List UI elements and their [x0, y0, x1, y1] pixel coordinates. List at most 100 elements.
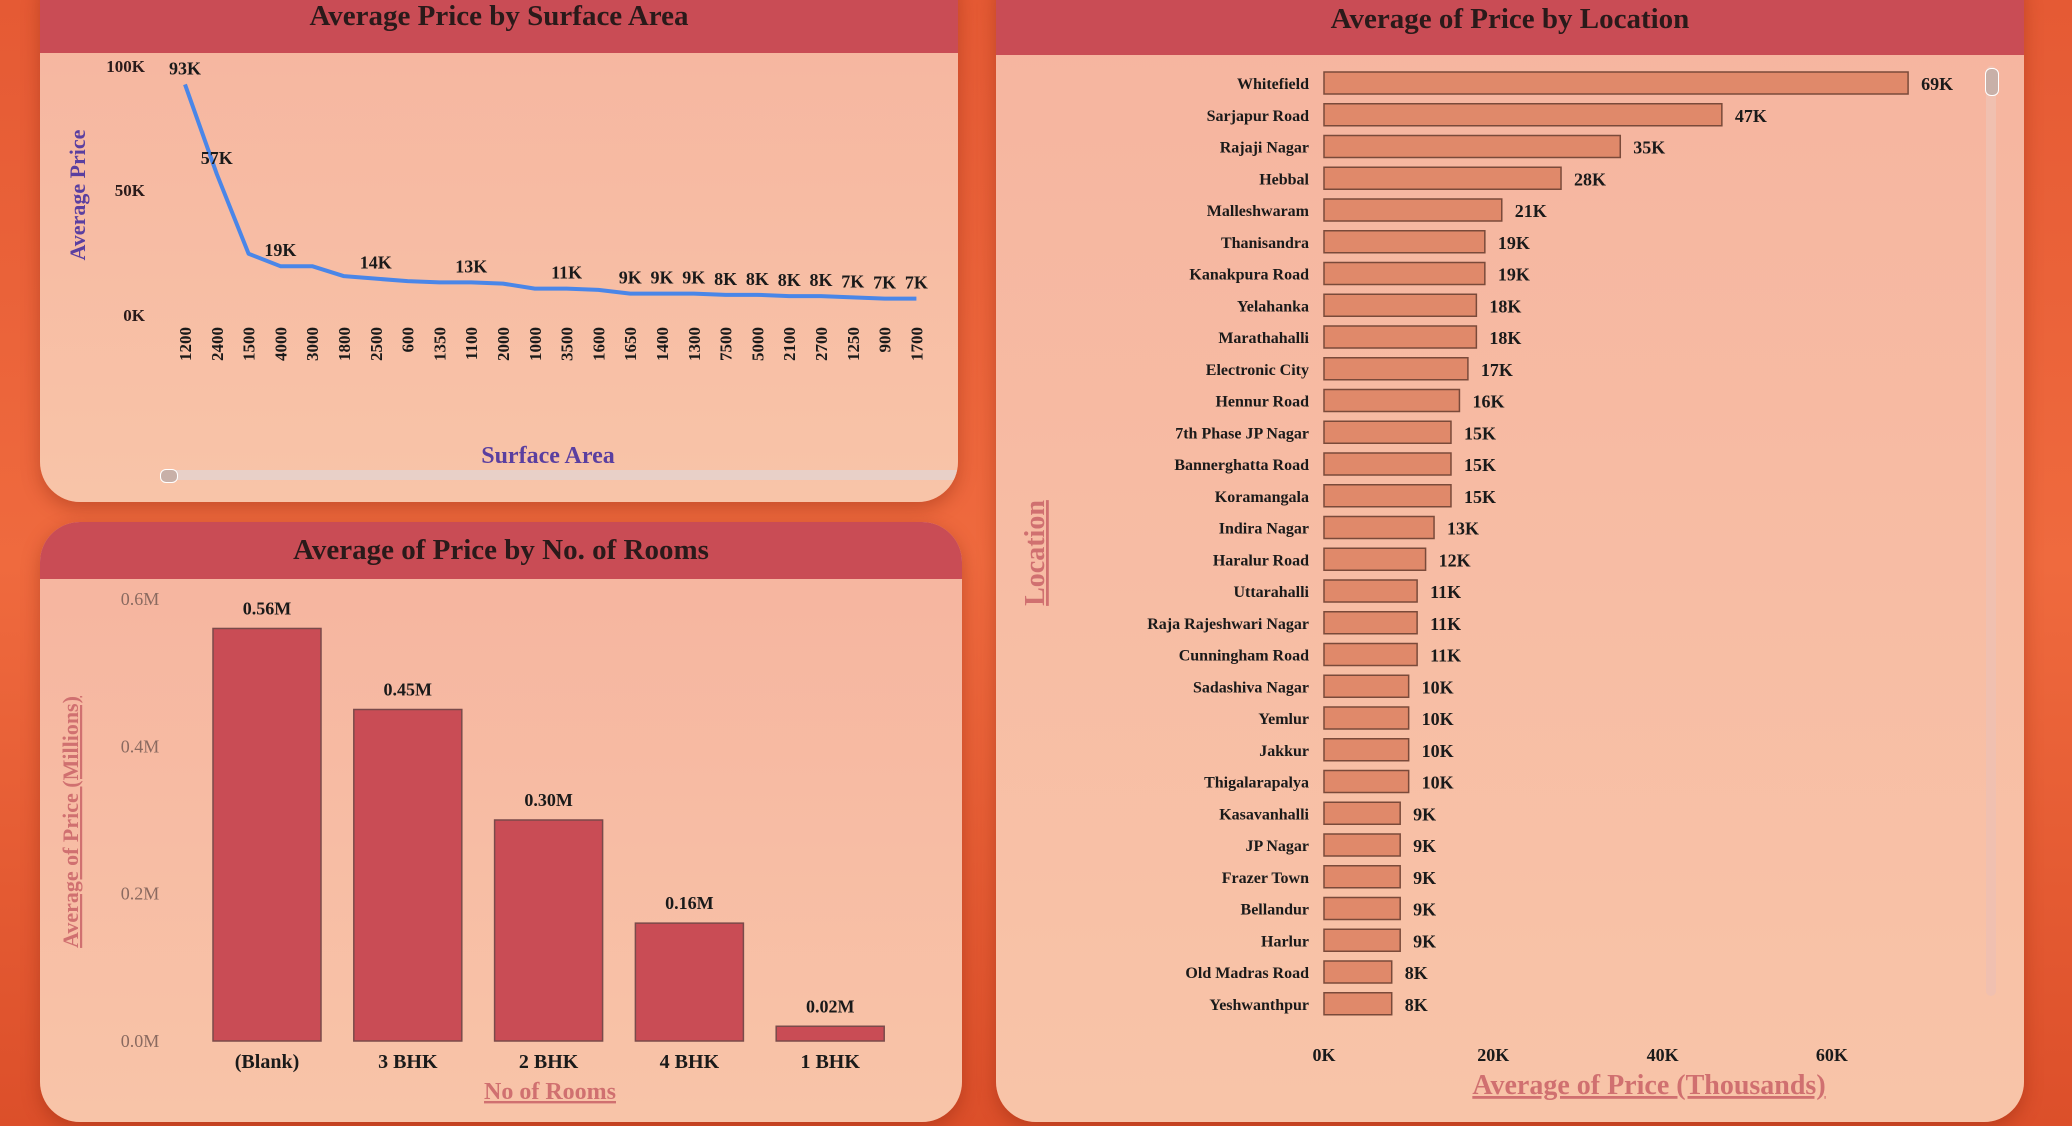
data-label: 17K [1481, 360, 1513, 380]
y-tick-label: Yemlur [1258, 711, 1309, 728]
bar [1323, 325, 1478, 349]
data-label: 10K [1422, 741, 1454, 761]
data-label: 8K [714, 269, 737, 289]
x-axis-label: Average of Price (Thousands) [1472, 1070, 1825, 1101]
x-tick-label: 600 [399, 327, 418, 353]
data-label: 28K [1574, 169, 1606, 189]
bar [1323, 642, 1418, 667]
data-label: 9K [1413, 804, 1436, 824]
y-tick-label: Yeshwanthpur [1209, 997, 1309, 1014]
data-label: 8K [809, 270, 832, 290]
y-tick-label: Raja Rajeshwari Nagar [1147, 616, 1309, 633]
bar [1323, 674, 1410, 698]
bar [1323, 230, 1486, 254]
surface-scrollbar-handle[interactable] [160, 469, 178, 483]
y-tick-label: 50K [115, 181, 146, 200]
y-tick-label: Thigalarapalya [1204, 775, 1309, 792]
y-tick-label: Hebbal [1259, 171, 1309, 188]
bar [775, 1025, 885, 1042]
location-scrollbar[interactable] [1986, 66, 1996, 996]
x-axis-label: No of Rooms [484, 1079, 616, 1105]
y-tick-label: 0.4M [121, 736, 160, 756]
bar [1323, 706, 1410, 730]
y-tick-label: Bellandur [1241, 902, 1309, 919]
y-tick-label: JP Nagar [1245, 838, 1309, 855]
y-tick-label: Electronic City [1206, 362, 1309, 379]
bar [1323, 515, 1435, 540]
data-label: 13K [455, 256, 487, 276]
y-tick-label: Indira Nagar [1219, 521, 1309, 538]
data-label: 57K [201, 148, 233, 168]
bar [1323, 611, 1418, 635]
data-label: 10K [1422, 677, 1454, 697]
x-tick-label: (Blank) [235, 1051, 299, 1073]
x-tick-label: 7500 [717, 327, 736, 361]
y-tick-label: 0.2M [121, 884, 160, 904]
y-axis-label: Average Price [65, 129, 90, 260]
data-label: 11K [1430, 614, 1461, 634]
data-label: 19K [264, 240, 296, 260]
y-tick-label: 0.0M [121, 1031, 160, 1051]
data-label: 0.16M [665, 893, 714, 913]
data-label: 8K [1405, 995, 1428, 1015]
data-label: 0.45M [384, 680, 433, 700]
bar [1323, 452, 1452, 476]
y-tick-label: Bannerghatta Road [1174, 457, 1309, 474]
bar [1323, 738, 1410, 762]
bar [1323, 992, 1393, 1016]
y-tick-label: Thanisandra [1221, 235, 1309, 252]
bar [1323, 357, 1469, 381]
rooms-chart: 0.6M 0.4M 0.2M 0.0M Average of Price (Millio… [58, 589, 885, 1105]
location-chart: 0K 20K 40K 60K Average of Price (Thousands) L… [1020, 71, 1953, 1101]
bar [1323, 484, 1452, 508]
bar [1323, 960, 1393, 984]
y-tick-label: 0K [123, 306, 146, 325]
x-tick-label: 0K [1312, 1045, 1335, 1065]
y-tick-label: Marathahalli [1218, 330, 1309, 347]
y-tick-label: Old Madras Road [1185, 965, 1309, 982]
y-tick-label: Whitefield [1237, 76, 1309, 93]
data-label: 18K [1489, 296, 1521, 316]
x-tick-label: 1300 [685, 327, 704, 361]
location-scrollbar-handle[interactable] [1985, 68, 1999, 96]
surface-area-chart: 100K 50K 0K Average Price Surface Area 93K 120… [65, 57, 928, 469]
data-label: 9K [1413, 868, 1436, 888]
bar [1323, 261, 1486, 286]
x-tick-label: 1700 [907, 327, 926, 361]
data-label: 0.30M [524, 790, 573, 810]
x-tick-label: 2 BHK [519, 1051, 579, 1073]
data-label: 7K [873, 273, 896, 293]
x-tick-label: 1400 [653, 327, 672, 361]
x-tick-label: 2000 [494, 327, 513, 361]
bar [353, 708, 463, 1042]
bar [1323, 833, 1401, 857]
bar [1323, 865, 1401, 889]
x-tick-label: 1250 [844, 327, 863, 361]
y-axis-label: Average of Price (Millions) [58, 696, 83, 948]
y-tick-label: 0.6M [121, 589, 160, 609]
y-tick-label: Yelahanka [1237, 298, 1309, 315]
data-label: 12K [1439, 550, 1471, 570]
data-label: 9K [1413, 836, 1436, 856]
y-tick-label: 100K [106, 57, 146, 76]
bar [1323, 769, 1410, 794]
bar [1323, 928, 1401, 952]
data-label: 19K [1498, 233, 1530, 253]
data-label: 10K [1422, 773, 1454, 793]
x-tick-label: 1200 [176, 327, 195, 361]
surface-scrollbar[interactable] [160, 470, 958, 480]
y-axis-label: Location [1020, 500, 1051, 606]
data-label: 11K [1430, 646, 1461, 666]
data-label: 19K [1498, 265, 1530, 285]
bar [1323, 103, 1723, 127]
x-tick-label: 4000 [271, 327, 290, 361]
x-tick-label: 1800 [335, 327, 354, 361]
surface-area-panel: Average Price by Surface Area 100K 50K 0K A… [40, 0, 958, 502]
x-tick-label: 3 BHK [378, 1051, 438, 1073]
data-label: 9K [682, 268, 705, 288]
x-axis-label: Surface Area [481, 443, 615, 469]
x-tick-label: 1000 [526, 327, 545, 361]
data-label: 9K [1413, 931, 1436, 951]
y-tick-label: Malleshwaram [1207, 203, 1310, 220]
y-tick-label: Sadashiva Nagar [1193, 679, 1309, 696]
